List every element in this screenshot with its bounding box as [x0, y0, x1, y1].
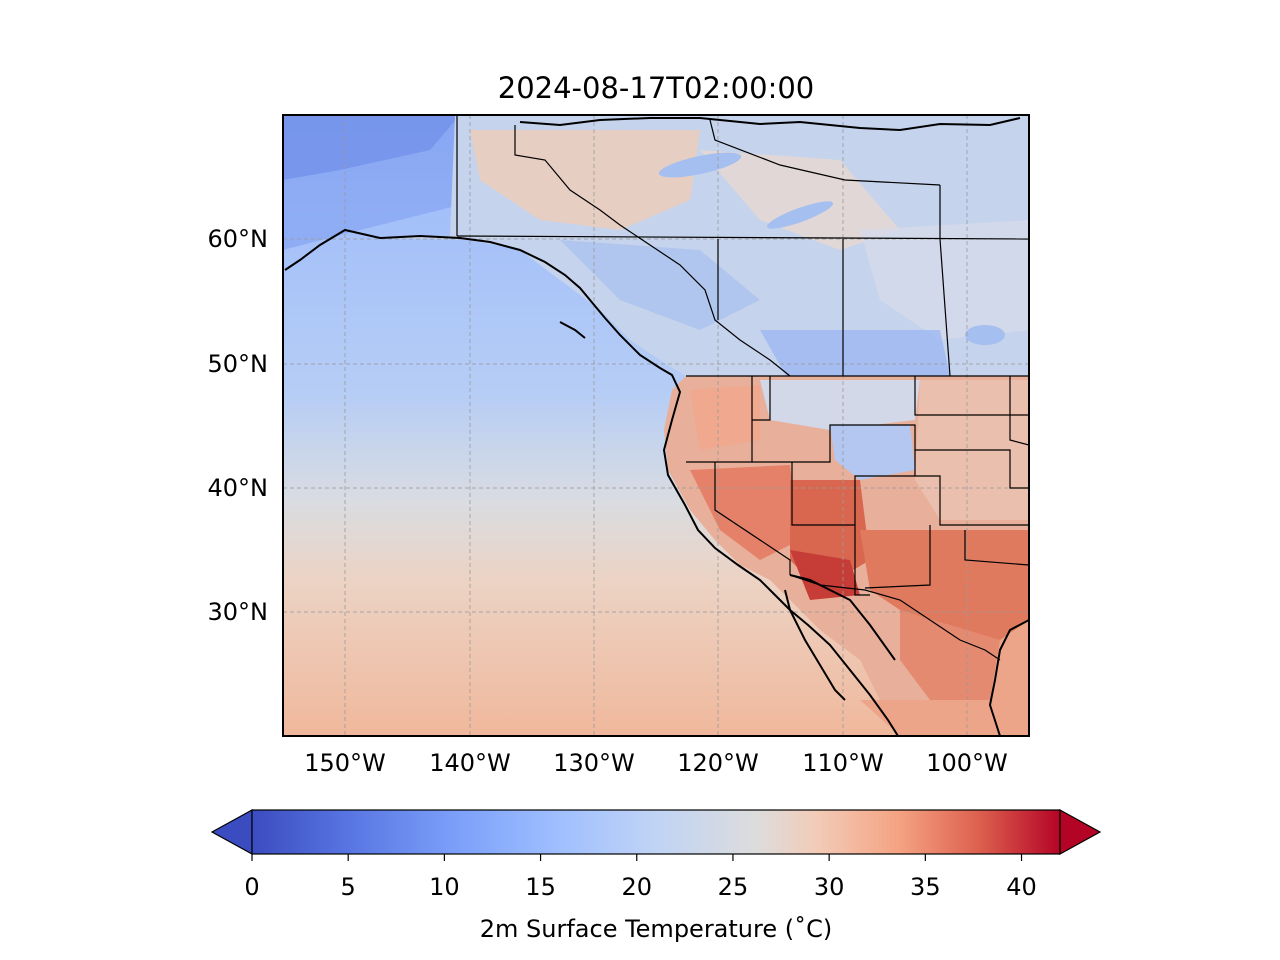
colorbar-tick-label: 5	[341, 873, 356, 901]
colorbar-ticks: 0 5 10 15 20 25 30 35 40	[244, 854, 1037, 901]
colorbar-extend-max	[1059, 808, 1102, 856]
lat-tick-label: 50°N	[208, 350, 269, 378]
lon-tick-label: 100°W	[926, 749, 1008, 777]
colorbar-tick-label: 35	[910, 873, 941, 901]
colorbar-label: 2m Surface Temperature (˚C)	[480, 915, 832, 943]
lat-tick-label: 30°N	[208, 598, 269, 626]
map-area	[283, 115, 1029, 736]
colorbar-frame	[251, 809, 1061, 855]
gridlines	[283, 115, 1029, 736]
colorbar-tick-label: 10	[429, 873, 460, 901]
map-frame	[282, 114, 1030, 737]
lat-tick-labels: 30°N 40°N 50°N 60°N	[208, 225, 269, 626]
lon-tick-label: 140°W	[429, 749, 511, 777]
lat-tick-label: 40°N	[208, 474, 269, 502]
colorbar-tick-label: 30	[814, 873, 845, 901]
lon-tick-label: 130°W	[553, 749, 635, 777]
colorbar-tick-label: 40	[1006, 873, 1037, 901]
colorbar-gradient	[252, 810, 1060, 854]
colorbar-extend-min	[210, 808, 253, 856]
lon-tick-label: 150°W	[304, 749, 386, 777]
lon-tick-labels: 150°W 140°W 130°W 120°W 110°W 100°W	[304, 749, 1008, 777]
political-borders	[456, 115, 1029, 661]
colorbar: 0 5 10 15 20 25 30 35 40 2m Surface Temperature …	[210, 808, 1102, 943]
lon-tick-label: 120°W	[677, 749, 759, 777]
map-title: 2024-08-17T02:00:00	[498, 71, 815, 105]
colorbar-tick-label: 15	[525, 873, 556, 901]
lat-tick-label: 60°N	[208, 225, 269, 253]
coastlines	[284, 117, 1029, 736]
lon-tick-label: 110°W	[802, 749, 884, 777]
lake	[658, 152, 742, 178]
colorbar-tick-label: 25	[718, 873, 749, 901]
colorbar-tick-label: 0	[244, 873, 259, 901]
colorbar-tick-label: 20	[621, 873, 652, 901]
